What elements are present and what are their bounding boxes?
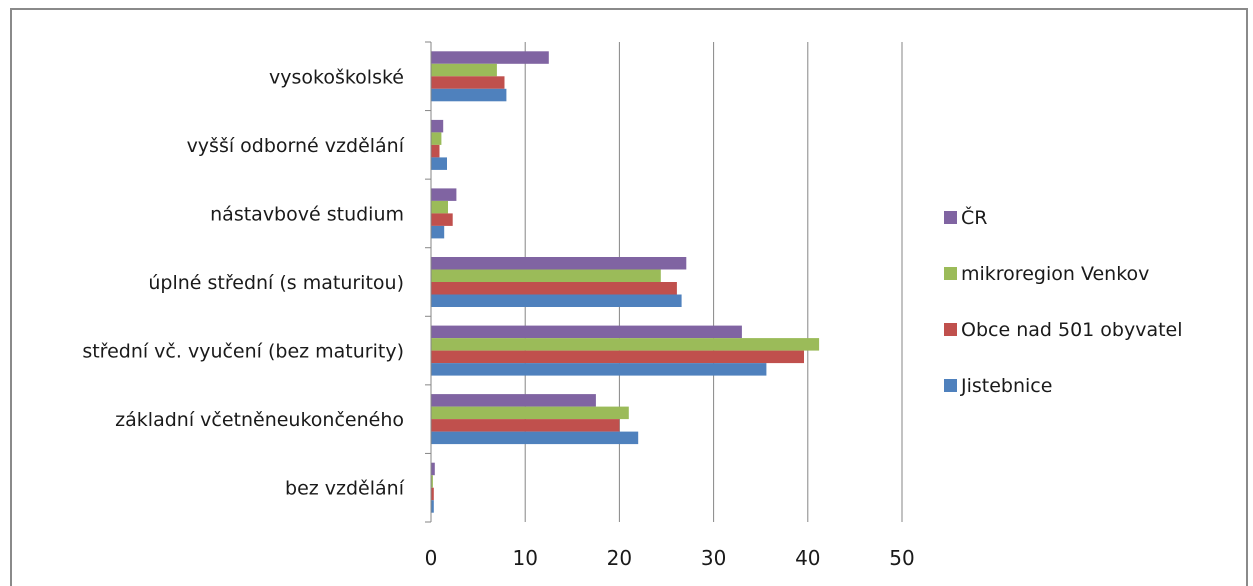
- legend-swatch: [944, 211, 957, 224]
- bar: [431, 462, 435, 476]
- legend-swatch: [944, 267, 957, 280]
- bar: [431, 157, 447, 170]
- bar: [431, 63, 497, 77]
- bar: [431, 257, 687, 270]
- bar: [431, 213, 453, 226]
- bar: [431, 200, 448, 214]
- category-label: bez vzdělání: [285, 478, 405, 500]
- x-tick-label: 30: [701, 546, 726, 570]
- bar: [431, 282, 677, 295]
- x-tick-label: 20: [607, 546, 632, 570]
- x-tick-label: 50: [889, 546, 914, 570]
- bar: [431, 269, 661, 282]
- bar: [431, 406, 629, 420]
- bar: [431, 325, 742, 339]
- x-tick-label: 40: [795, 546, 820, 570]
- bar: [431, 500, 434, 513]
- bar: [431, 294, 682, 307]
- bar: [431, 475, 433, 488]
- x-tick-label: 0: [425, 546, 438, 570]
- bar: [431, 51, 549, 64]
- bar: [431, 88, 507, 102]
- legend-swatch: [944, 379, 957, 392]
- legend-label: ČR: [961, 205, 987, 229]
- bar: [431, 338, 820, 351]
- bar: [431, 487, 434, 501]
- category-label: střední vč. vyučení (bez maturity): [82, 341, 404, 363]
- x-tick-label: 10: [512, 546, 537, 570]
- legend-label: mikroregion Venkov: [961, 263, 1149, 285]
- bar: [431, 431, 639, 445]
- category-label: nástavbové studium: [210, 203, 404, 225]
- bar: [431, 363, 767, 376]
- category-label: úplné střední (s maturitou): [148, 272, 404, 294]
- category-label: vyšší odborné vzdělání: [187, 135, 405, 157]
- bar: [431, 394, 596, 407]
- bar: [431, 419, 620, 432]
- legend-label: Obce nad 501 obyvatel: [961, 319, 1183, 341]
- bar: [431, 119, 444, 133]
- category-label: základní včetněneukončeného: [115, 409, 404, 431]
- bar: [431, 144, 440, 158]
- bar: [431, 225, 445, 239]
- bar: [431, 350, 804, 364]
- bar: [431, 76, 505, 89]
- bar: [431, 188, 457, 201]
- legend-label: Jistebnice: [960, 375, 1052, 397]
- category-label: vysokoškolské: [269, 66, 404, 88]
- legend-swatch: [944, 323, 957, 336]
- bar: [431, 132, 442, 145]
